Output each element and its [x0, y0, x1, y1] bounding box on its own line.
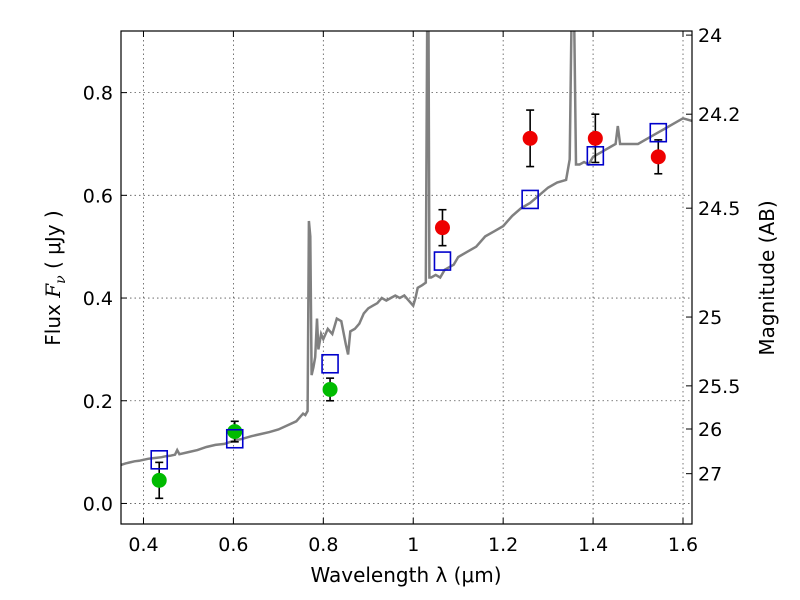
red-data-point: [650, 149, 666, 165]
plot-frame: [120, 30, 693, 525]
y-axis-label: Flux Fν ( μJy ): [41, 210, 69, 345]
x-tick-label: 0.6: [218, 534, 248, 556]
green-data-point: [322, 381, 338, 397]
axis-ticks: [121, 31, 692, 524]
x-tick-label: 0.4: [128, 534, 158, 556]
y-tick-label: 0.6: [83, 185, 113, 207]
green-data-point: [151, 472, 167, 488]
model-photometry-box: [586, 145, 605, 166]
red-data-point: [522, 130, 538, 146]
magnitude-tick-label: 24.2: [698, 104, 740, 126]
x-tick-label: 1.6: [668, 534, 698, 556]
y-tick-label: 0.4: [83, 288, 113, 310]
magnitude-axis-label: Magnitude (AB): [755, 200, 779, 355]
magnitude-tick-label: 26: [698, 419, 722, 441]
y-tick-label: 0.0: [83, 493, 113, 515]
magnitude-tick-labels: 24 24.2 24.5 25 25.5 26 27: [698, 25, 740, 486]
red-data-point: [587, 130, 603, 146]
x-tick-label: 0.8: [308, 534, 338, 556]
error-bars: [155, 109, 663, 500]
model-photometry-boxes: [150, 122, 668, 470]
green-data-point: [227, 424, 243, 440]
model-photometry-box: [433, 251, 452, 271]
y-tick-label: 0.8: [83, 83, 113, 105]
magnitude-tick-label: 24.5: [698, 198, 740, 220]
x-axis-label: Wavelength λ (μm): [310, 563, 501, 587]
grid-lines: [121, 31, 692, 524]
y-tick-label: 0.2: [83, 391, 113, 413]
magnitude-tick-label: 27: [698, 464, 722, 486]
red-data-point: [434, 220, 450, 236]
magnitude-tick-label: 25.5: [698, 376, 740, 398]
magnitude-tick-label: 25: [698, 307, 722, 329]
model-spectrum-line: [121, 31, 692, 467]
observed-points: [151, 130, 666, 488]
model-photometry-box: [521, 189, 539, 210]
y-tick-labels: 0.0 0.2 0.4 0.6 0.8: [83, 83, 113, 516]
model-photometry-box: [649, 122, 668, 143]
model-photometry-box: [150, 450, 169, 470]
x-tick-labels: 0.4 0.6 0.8 1 1.2 1.4 1.6: [128, 534, 698, 556]
model-photometry-box: [321, 353, 339, 374]
x-tick-label: 1.2: [488, 534, 518, 556]
x-tick-label: 1.4: [578, 534, 608, 556]
x-tick-label: 1: [407, 534, 419, 556]
model-photometry-box: [225, 428, 244, 449]
magnitude-tick-label: 24: [698, 25, 722, 47]
plot-content: [121, 31, 692, 500]
